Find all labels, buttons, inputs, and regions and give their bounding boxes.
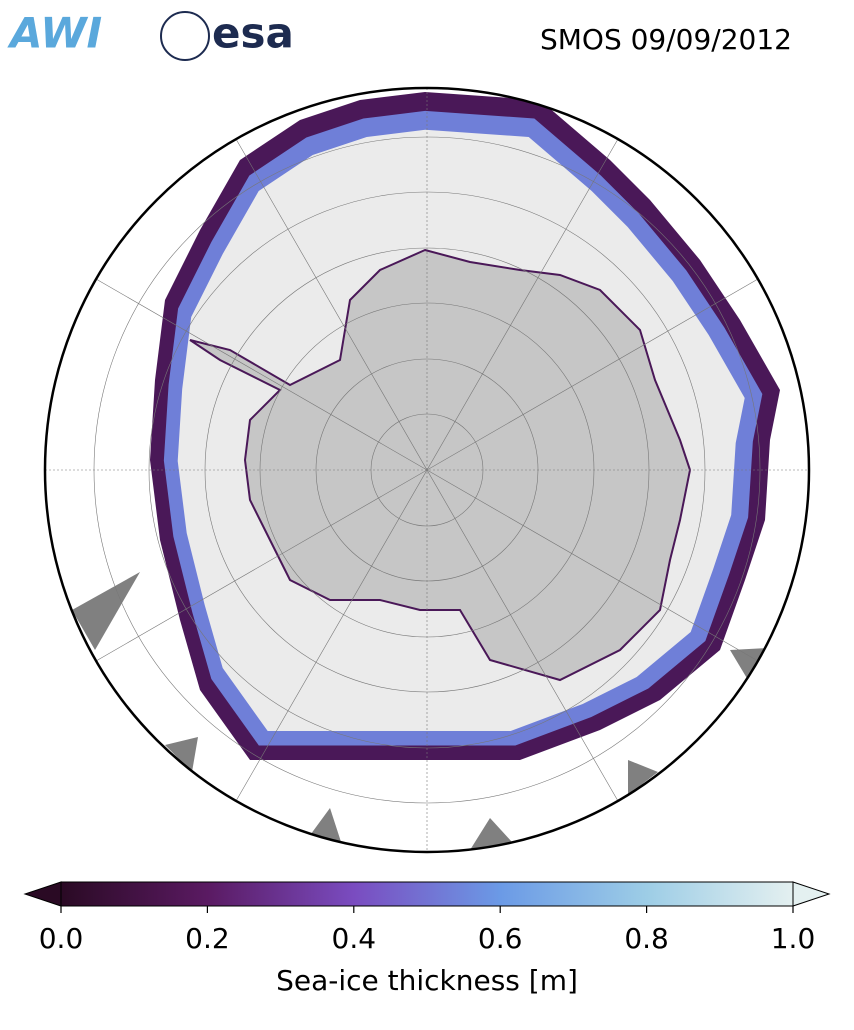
land-tips [72, 572, 768, 850]
esa-logo: esa [212, 9, 294, 58]
graticule [45, 88, 809, 852]
title: SMOS 09/09/2012 [540, 23, 792, 56]
colorbar-gradient [60, 881, 794, 907]
colorbar-label: Sea-ice thickness [m] [276, 964, 578, 997]
colorbar: Sea-ice thickness [m] 0.0 0.2 0.4 0.6 0.8 1.0 [23, 881, 831, 997]
colorbar-tick-label: 1.0 [771, 922, 816, 955]
awi-logo: AWI [7, 9, 102, 58]
map-frame [43, 86, 811, 854]
colorbar-tick-label: 0.6 [478, 922, 523, 955]
esa-logo-mark [160, 11, 210, 61]
colorbar-tick-label: 0.4 [332, 922, 377, 955]
map [45, 88, 809, 852]
colorbar-tick-label: 0.2 [185, 922, 230, 955]
colorbar-tick-label: 0.0 [39, 922, 84, 955]
colorbar-extend-high [792, 881, 831, 907]
colorbar-tick-label: 0.8 [624, 922, 669, 955]
colorbar-extend-low [23, 881, 62, 907]
logos: AWI esa [7, 9, 294, 61]
